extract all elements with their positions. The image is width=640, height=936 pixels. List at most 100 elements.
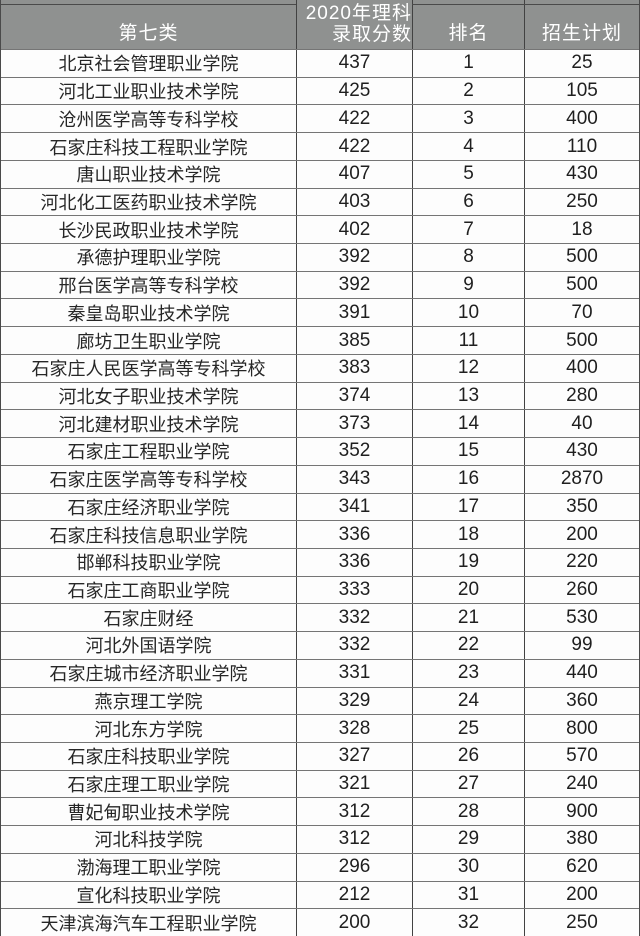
header-plan-label: 招生计划	[541, 23, 622, 44]
score-cell: 312	[296, 798, 412, 826]
school-name-cell: 河北工业职业技术学院	[58, 82, 239, 103]
rank-cell: 14	[412, 410, 524, 438]
school-name-cell: 河北外国语学院	[85, 636, 212, 657]
plan-cell: 18	[524, 216, 639, 244]
school-name-cell: 河北女子职业技术学院	[58, 386, 239, 407]
school-name-cell: 邢台医学高等专科学校	[58, 276, 239, 297]
plan-cell: 430	[524, 160, 639, 188]
plan-cell: 900	[524, 798, 639, 826]
header-category-label: 第七类	[118, 23, 179, 44]
plan-cell: 500	[524, 271, 639, 299]
table-row: 石家庄经济职业学院 341 17 350	[1, 492, 639, 521]
score-cell: 332	[296, 632, 412, 659]
plan-cell: 570	[524, 742, 639, 770]
plan-cell: 260	[524, 576, 639, 604]
plan-cell: 400	[524, 105, 639, 133]
table-row: 长沙民政职业技术学院 402 7 18	[1, 215, 639, 244]
table-row: 邯郸科技职业学院 336 19 220	[1, 547, 639, 576]
plan-cell: 500	[524, 327, 639, 354]
table-row: 廊坊卫生职业学院 385 11 500	[1, 326, 639, 354]
score-cell: 373	[296, 410, 412, 438]
school-name-cell: 石家庄财经	[103, 608, 194, 629]
table-row: 渤海理工职业学院 296 30 620	[1, 852, 639, 881]
plan-cell: 280	[524, 382, 639, 410]
rank-cell: 3	[412, 105, 524, 133]
score-cell: 407	[296, 160, 412, 188]
score-cell: 385	[296, 327, 412, 354]
rank-cell: 15	[412, 438, 524, 465]
school-name-cell: 石家庄科技职业学院	[67, 747, 230, 768]
table-row: 沧州医学高等专科学校 422 3 400	[1, 104, 639, 133]
table-body: 北京社会管理职业学院 437 1 25 河北工业职业技术学院 425 2 105…	[1, 49, 639, 936]
header-cell-rank: 排名	[412, 0, 524, 49]
score-cell: 437	[296, 50, 412, 77]
rank-cell: 30	[412, 853, 524, 881]
school-name-cell: 渤海理工职业学院	[76, 858, 221, 879]
table-row: 河北工业职业技术学院 425 2 105	[1, 76, 639, 105]
score-cell: 425	[296, 77, 412, 105]
school-name-cell: 石家庄科技工程职业学院	[49, 137, 248, 158]
rank-cell: 12	[412, 354, 524, 382]
table-row: 石家庄财经 332 21 530	[1, 603, 639, 632]
rank-cell: 7	[412, 216, 524, 244]
plan-cell: 110	[524, 133, 639, 160]
school-name-cell: 邯郸科技职业学院	[76, 553, 221, 574]
table-row: 石家庄工程职业学院 352 15 430	[1, 437, 639, 465]
plan-cell: 620	[524, 853, 639, 881]
table-row: 河北科技学院 312 29 380	[1, 825, 639, 853]
plan-cell: 105	[524, 77, 639, 105]
score-cell: 336	[296, 548, 412, 576]
school-name-cell: 沧州医学高等专科学校	[58, 109, 239, 130]
rank-cell: 19	[412, 548, 524, 576]
score-cell: 422	[296, 105, 412, 133]
plan-cell: 360	[524, 687, 639, 715]
rank-cell: 11	[412, 327, 524, 354]
school-name-cell: 石家庄人民医学高等专科学校	[31, 359, 266, 380]
school-name-cell: 石家庄经济职业学院	[67, 497, 230, 518]
header-score-line2: 录取分数	[331, 24, 412, 45]
score-cell: 333	[296, 576, 412, 604]
score-cell: 392	[296, 244, 412, 271]
score-cell: 422	[296, 133, 412, 160]
header-score-line1: 2020年理科	[305, 3, 412, 24]
school-name-cell: 石家庄医学高等专科学校	[49, 470, 248, 491]
score-cell: 212	[296, 881, 412, 909]
header-cell-category: 第七类	[1, 0, 296, 49]
table-row: 石家庄科技职业学院 327 26 570	[1, 741, 639, 770]
table-row: 石家庄城市经济职业学院 331 23 440	[1, 658, 639, 687]
plan-cell: 250	[524, 909, 639, 936]
table-row: 燕京理工学院 329 24 360	[1, 686, 639, 715]
rank-cell: 23	[412, 659, 524, 687]
score-cell: 341	[296, 493, 412, 521]
school-name-cell: 天津滨海汽车工程职业学院	[40, 913, 257, 934]
school-name-cell: 廊坊卫生职业学院	[76, 331, 221, 352]
rank-cell: 17	[412, 493, 524, 521]
school-name-cell: 石家庄工程职业学院	[67, 442, 230, 463]
score-cell: 312	[296, 826, 412, 853]
rank-cell: 21	[412, 604, 524, 632]
header-cell-score: 2020年理科 录取分数	[296, 0, 412, 49]
score-cell: 383	[296, 354, 412, 382]
table-row: 天津滨海汽车工程职业学院 200 32 250	[1, 908, 639, 936]
score-cell: 332	[296, 604, 412, 632]
table-row: 石家庄科技工程职业学院 422 4 110	[1, 132, 639, 160]
table-row: 秦皇岛职业技术学院 391 10 70	[1, 298, 639, 327]
school-name-cell: 石家庄理工职业学院	[67, 775, 230, 796]
rank-cell: 24	[412, 687, 524, 715]
score-cell: 328	[296, 715, 412, 742]
plan-cell: 350	[524, 493, 639, 521]
table-row: 石家庄人民医学高等专科学校 383 12 400	[1, 353, 639, 382]
school-name-cell: 曹妃甸职业技术学院	[67, 802, 230, 823]
table-row: 石家庄理工职业学院 321 27 240	[1, 769, 639, 798]
rank-cell: 31	[412, 881, 524, 909]
score-cell: 402	[296, 216, 412, 244]
school-name-cell: 秦皇岛职业技术学院	[67, 303, 230, 324]
score-cell: 374	[296, 382, 412, 410]
rank-cell: 1	[412, 50, 524, 77]
table-row: 石家庄科技信息职业学院 336 18 200	[1, 520, 639, 548]
score-cell: 296	[296, 853, 412, 881]
table-row: 石家庄医学高等专科学校 343 16 2870	[1, 464, 639, 493]
table-row: 曹妃甸职业技术学院 312 28 900	[1, 797, 639, 826]
plan-cell: 2870	[524, 465, 639, 493]
rank-cell: 28	[412, 798, 524, 826]
